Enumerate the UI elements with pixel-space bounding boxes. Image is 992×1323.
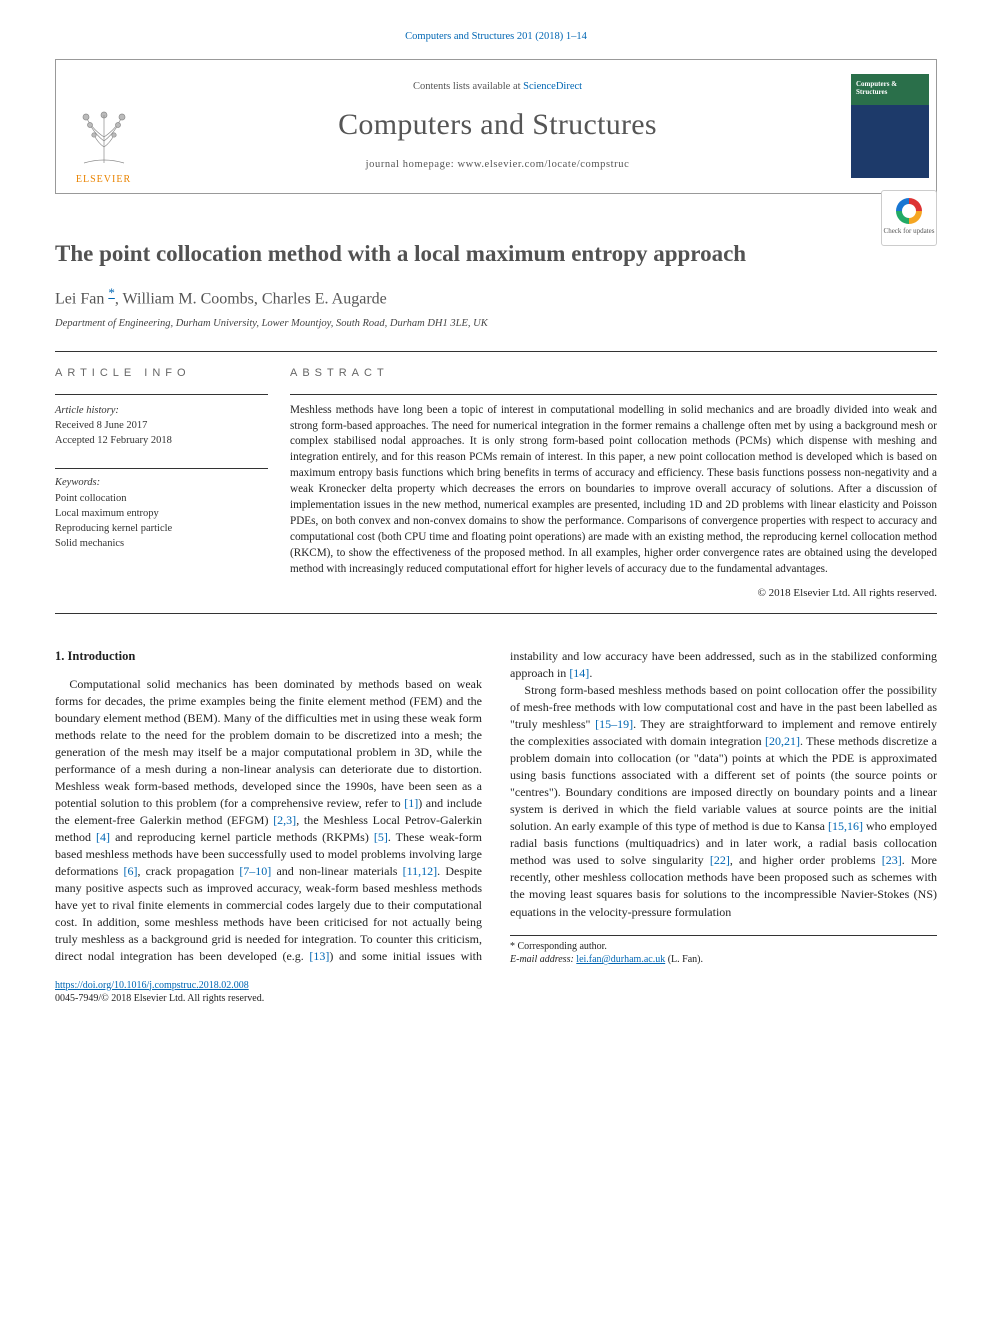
sciencedirect-link[interactable]: ScienceDirect [523,81,582,92]
elsevier-tree-icon [78,107,130,171]
issn-copyright-line: 0045-7949/© 2018 Elsevier Ltd. All right… [55,992,937,1006]
body-two-columns: 1. Introduction Computational solid mech… [55,648,937,967]
corresponding-author-mark[interactable]: * [108,285,115,300]
doi-link[interactable]: https://doi.org/10.1016/j.compstruc.2018… [55,980,249,991]
publisher-name: ELSEVIER [76,173,131,187]
ref-5[interactable]: [5] [374,830,388,844]
abstract-text: Meshless methods have long been a topic … [290,403,937,578]
ref-22[interactable]: [22] [710,853,730,867]
article-history-label: Article history: [55,403,268,418]
section-title: Introduction [68,649,136,663]
p1-seg-g: and non-linear materials [271,864,402,878]
page-footer: https://doi.org/10.1016/j.compstruc.2018… [55,979,937,1006]
contents-lists-line: Contents lists available at ScienceDirec… [413,80,582,95]
ref-7-10[interactable]: [7–10] [239,864,271,878]
p1-seg-d: and reproducing kernel particle methods … [110,830,374,844]
ref-15-19[interactable]: [15–19] [595,717,633,731]
journal-cover-image: Computers & Structures [851,74,929,178]
ref-11-12[interactable]: [11,12] [403,864,438,878]
journal-header-center: Contents lists available at ScienceDirec… [151,60,844,193]
ref-14[interactable]: [14] [569,666,589,680]
keyword-4: Solid mechanics [55,536,268,551]
p1-seg-f: , crack propagation [138,864,240,878]
running-head: Computers and Structures 201 (2018) 1–14 [55,30,937,45]
abstract-heading: abstract [290,366,937,381]
ref-4[interactable]: [4] [96,830,110,844]
keyword-3: Reproducing kernel particle [55,521,268,536]
abstract-column: abstract Meshless methods have long been… [290,352,937,601]
ref-23[interactable]: [23] [882,853,902,867]
author-3: Charles E. Augarde [262,290,387,307]
divider-bottom [55,613,937,614]
ref-13[interactable]: [13] [309,949,329,963]
received-date: Received 8 June 2017 [55,418,268,433]
crossmark-ring-icon [896,198,922,224]
corresponding-author-note: * Corresponding author. [510,940,937,954]
homepage-url[interactable]: www.elsevier.com/locate/compstruc [457,159,629,170]
journal-homepage-line: journal homepage: www.elsevier.com/locat… [366,158,630,173]
section-1-heading: 1. Introduction [55,648,482,666]
contents-prefix: Contents lists available at [413,81,523,92]
keyword-2: Local maximum entropy [55,506,268,521]
section-number: 1. [55,649,64,663]
email-author-name: (L. Fan). [668,954,703,965]
intro-paragraph-2: Strong form-based meshless methods based… [510,682,937,920]
keywords-label: Keywords: [55,475,268,490]
article-info-heading: article info [55,366,268,381]
keyword-1: Point collocation [55,491,268,506]
journal-cover-thumb: Computers & Structures [844,60,936,193]
journal-title: Computers and Structures [338,104,657,146]
authors-line: Lei Fan *, William M. Coombs, Charles E.… [55,284,937,311]
p1-seg-a: Computational solid mechanics has been d… [55,677,482,810]
accepted-date: Accepted 12 February 2018 [55,433,268,448]
ref-15-16[interactable]: [15,16] [828,819,863,833]
ref-1[interactable]: [1] [404,796,418,810]
ref-20-21[interactable]: [20,21] [765,734,800,748]
publisher-logo-block: ELSEVIER [56,60,151,193]
email-line: E-mail address: lei.fan@durham.ac.uk (L.… [510,953,937,967]
p1-seg-k: . [589,666,592,680]
article-info-column: article info Article history: Received 8… [55,352,290,601]
ref-6[interactable]: [6] [124,864,138,878]
check-updates-badge[interactable]: Check for updates [881,190,937,246]
footnotes-block: * Corresponding author. E-mail address: … [510,935,937,967]
article-title: The point collocation method with a loca… [55,238,937,270]
email-label: E-mail address: [510,954,574,965]
cover-title: Computers & Structures [856,80,924,96]
abstract-copyright: © 2018 Elsevier Ltd. All rights reserved… [290,586,937,601]
info-abstract-row: article info Article history: Received 8… [55,352,937,601]
email-link[interactable]: lei.fan@durham.ac.uk [576,954,665,965]
author-1: Lei Fan [55,290,104,307]
ref-2-3[interactable]: [2,3] [273,813,296,827]
affiliation: Department of Engineering, Durham Univer… [55,317,937,332]
check-updates-label: Check for updates [884,227,935,237]
author-2: William M. Coombs [123,290,254,307]
p2-seg-e: , and higher order problems [730,853,882,867]
journal-header-box: ELSEVIER Contents lists available at Sci… [55,59,937,194]
homepage-prefix: journal homepage: [366,159,458,170]
